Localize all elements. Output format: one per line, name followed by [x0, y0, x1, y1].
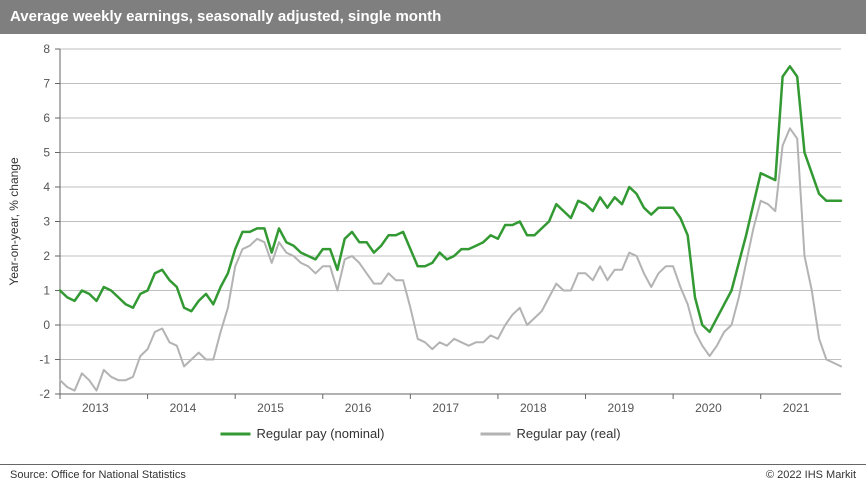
svg-text:2019: 2019 [608, 401, 635, 415]
chart-title: Average weekly earnings, seasonally adju… [10, 8, 441, 25]
chart-title-bar: Average weekly earnings, seasonally adju… [0, 0, 866, 34]
svg-text:5: 5 [43, 146, 50, 160]
footer-source: Source: Office for National Statistics [10, 469, 186, 481]
svg-text:2017: 2017 [432, 401, 459, 415]
svg-text:0: 0 [43, 318, 50, 332]
svg-text:Regular pay (nominal): Regular pay (nominal) [257, 426, 385, 441]
svg-text:8: 8 [43, 42, 50, 56]
svg-text:2: 2 [43, 249, 50, 263]
chart-svg: -2 -1 0 1 2 3 4 5 6 7 8 2013 2014 2015 2016 2017 2018 201… [0, 34, 866, 464]
chart-area: -2 -1 0 1 2 3 4 5 6 7 8 2013 2014 2015 2016 2017 2018 201… [0, 34, 866, 464]
svg-text:Year-on-year, % change: Year-on-year, % change [7, 157, 21, 286]
svg-text:1: 1 [43, 284, 50, 298]
svg-text:2018: 2018 [520, 401, 547, 415]
svg-text:3: 3 [43, 215, 50, 229]
svg-text:4: 4 [43, 180, 50, 194]
svg-text:-1: -1 [39, 353, 50, 367]
svg-text:2020: 2020 [695, 401, 722, 415]
chart-footer: Source: Office for National Statistics ©… [0, 464, 866, 481]
svg-text:6: 6 [43, 111, 50, 125]
svg-text:2013: 2013 [82, 401, 109, 415]
svg-text:2016: 2016 [345, 401, 372, 415]
svg-text:2021: 2021 [783, 401, 810, 415]
svg-text:2014: 2014 [170, 401, 197, 415]
svg-text:Regular pay (real): Regular pay (real) [517, 426, 621, 441]
svg-text:7: 7 [43, 77, 50, 91]
svg-text:2015: 2015 [257, 401, 284, 415]
footer-copyright: © 2022 IHS Markit [766, 469, 856, 481]
svg-text:-2: -2 [39, 387, 50, 401]
